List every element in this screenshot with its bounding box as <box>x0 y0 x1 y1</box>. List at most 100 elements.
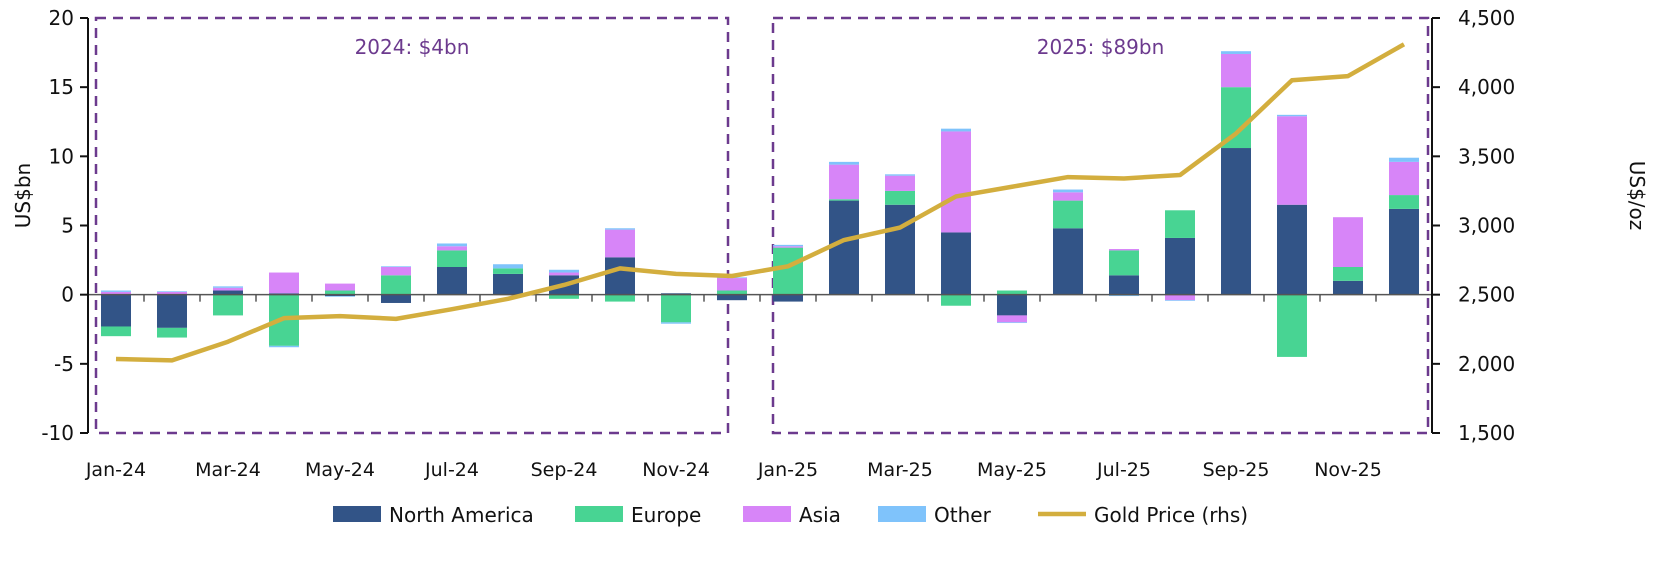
bar-north-america <box>941 232 971 295</box>
bar-north-america <box>1109 275 1139 295</box>
legend-label: Other <box>934 503 992 527</box>
bar-north-america <box>157 294 187 328</box>
bar-asia <box>1389 161 1419 196</box>
bar-europe <box>1165 210 1195 238</box>
bar-other <box>157 291 187 292</box>
y-tick-label: 10 <box>49 144 74 168</box>
legend-swatch <box>575 506 623 522</box>
bar-asia <box>885 175 915 191</box>
bar-other <box>661 322 691 324</box>
bar-europe <box>829 199 859 201</box>
y-tick-label: 5 <box>61 214 74 238</box>
bar-other <box>493 264 523 269</box>
y-right-axis-label: US$/oz <box>1625 161 1649 231</box>
bar-other <box>941 128 971 132</box>
bar-europe <box>605 294 635 302</box>
bar-europe <box>773 247 803 295</box>
bar-asia <box>101 291 131 295</box>
bar-other <box>1389 157 1419 162</box>
y-right-tick-label: 1,500 <box>1458 421 1515 445</box>
bar-other <box>213 286 243 288</box>
bar-europe <box>661 294 691 323</box>
bar-north-america <box>1333 280 1363 295</box>
bar-north-america <box>101 294 131 327</box>
bar-north-america <box>605 257 635 295</box>
bar-north-america <box>1277 204 1307 295</box>
bar-asia <box>437 246 467 251</box>
bar-europe <box>549 294 579 299</box>
x-tick-label: Mar-24 <box>195 459 261 481</box>
bar-europe <box>157 327 187 338</box>
x-tick-label: Jul-25 <box>1096 459 1151 481</box>
bar-other <box>325 296 355 297</box>
legend-swatch <box>333 506 381 522</box>
bar-north-america <box>1053 228 1083 295</box>
bar-north-america <box>381 294 411 303</box>
bar-europe <box>213 294 243 316</box>
bar-other <box>549 269 579 273</box>
bar-asia <box>1165 294 1195 301</box>
bar-other <box>1277 114 1307 117</box>
bar-asia <box>325 283 355 291</box>
bar-europe <box>381 275 411 295</box>
y-right-tick-label: 2,500 <box>1458 283 1515 307</box>
bar-europe <box>493 268 523 274</box>
bar-asia <box>1333 217 1363 267</box>
y-right-tick-label: 3,500 <box>1458 144 1515 168</box>
bar-asia <box>829 164 859 200</box>
bar-north-america <box>1165 237 1195 295</box>
bar-north-america <box>493 273 523 295</box>
bar-other <box>437 243 467 247</box>
y-tick-label: 20 <box>49 6 74 30</box>
x-tick-label: Mar-25 <box>867 459 933 481</box>
y-right-tick-label: 4,000 <box>1458 75 1515 99</box>
y-tick-label: -5 <box>54 352 74 376</box>
y-tick-label: 0 <box>61 283 74 307</box>
bar-europe <box>1109 250 1139 276</box>
bar-asia <box>941 131 971 233</box>
annotation-box <box>771 16 1430 435</box>
bar-north-america <box>213 290 243 295</box>
x-tick-label: Jan-24 <box>85 459 146 481</box>
annotation-box <box>94 16 730 435</box>
x-tick-label: Nov-24 <box>642 459 710 481</box>
gold-price-line <box>115 42 1406 363</box>
bar-north-america <box>773 294 803 302</box>
bar-other <box>605 228 635 230</box>
bar-other <box>1221 51 1251 54</box>
bar-north-america <box>1389 208 1419 295</box>
legend-swatch <box>878 506 926 522</box>
x-tick-label: Jan-25 <box>757 459 818 481</box>
bar-other <box>269 345 299 348</box>
x-tick-label: May-24 <box>305 459 375 481</box>
annotation-label: 2025: $89bn <box>1037 35 1165 59</box>
bar-north-america <box>437 267 467 295</box>
bar-other <box>101 290 131 292</box>
bar-asia <box>381 267 411 276</box>
bar-europe <box>437 250 467 267</box>
bar-asia <box>717 278 747 291</box>
bar-asia <box>773 246 803 248</box>
x-tick-label: Sep-25 <box>1203 459 1270 481</box>
y-tick-label: -10 <box>41 421 74 445</box>
y-right-tick-label: 3,000 <box>1458 214 1515 238</box>
bar-other <box>829 161 859 165</box>
bar-asia <box>269 272 299 294</box>
bar-europe <box>997 290 1027 295</box>
bar-north-america <box>829 200 859 295</box>
bar-asia <box>997 315 1027 323</box>
bar-other <box>381 266 411 267</box>
y-axis-label: US$bn <box>11 163 35 228</box>
bar-north-america <box>1221 148 1251 295</box>
legend-label: Europe <box>631 503 701 527</box>
bar-europe <box>885 190 915 205</box>
x-tick-label: Jul-24 <box>424 459 479 481</box>
bar-europe <box>1221 87 1251 149</box>
bar-europe <box>1389 195 1419 209</box>
bar-other <box>885 174 915 176</box>
bar-north-america <box>885 204 915 295</box>
y-tick-label: 15 <box>49 75 74 99</box>
legend-label: North America <box>389 503 534 527</box>
